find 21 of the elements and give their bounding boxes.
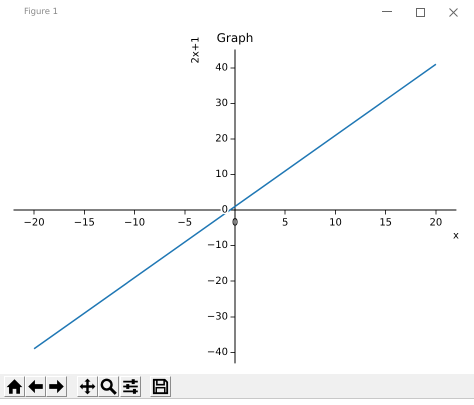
x-tick-label: −15	[74, 218, 95, 229]
y-tick-label: 10	[215, 169, 228, 180]
y-tick-label: −40	[206, 346, 228, 358]
x-tick-label: −10	[124, 218, 146, 229]
y-tick-label: −20	[206, 276, 228, 287]
y-tick-label: 20	[215, 134, 228, 145]
y-tick-label: −10	[206, 240, 228, 252]
x-tick-label: 20	[430, 218, 442, 229]
y-tick-label: 40	[215, 62, 228, 74]
y-tick-label: −30	[206, 311, 228, 322]
x-tick-label: 10	[329, 218, 342, 229]
caption: Figure 1	[24, 7, 58, 17]
chart-title: Graph	[216, 31, 254, 46]
y-axis-title: 2x+1	[190, 36, 202, 64]
x-tick-label: −20	[24, 218, 45, 229]
y-tick-label: 0	[222, 204, 228, 216]
x-tick-label: 15	[379, 218, 392, 229]
y-tick-label: 30	[215, 98, 228, 109]
x-axis-title: x	[453, 230, 460, 242]
x-tick-label: 5	[282, 218, 288, 229]
x-tick-label: −5	[177, 218, 192, 229]
